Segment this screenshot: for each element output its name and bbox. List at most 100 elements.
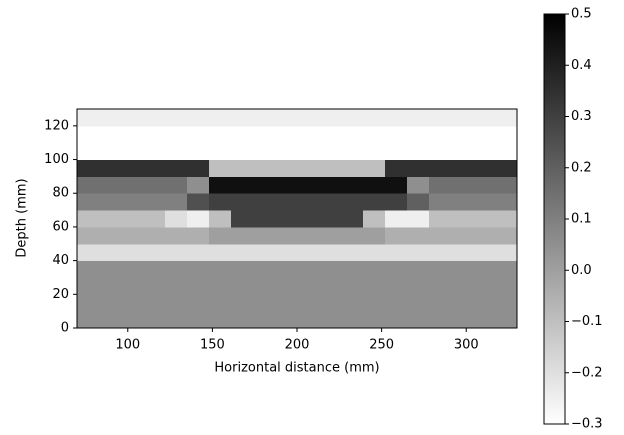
heatmap-cell xyxy=(77,311,100,329)
heatmap-cell xyxy=(77,210,100,228)
heatmap-cell xyxy=(99,159,122,177)
x-tick-label: 100 xyxy=(115,338,140,353)
x-tick-label: 300 xyxy=(454,338,479,353)
heatmap-cell xyxy=(319,142,342,161)
heatmap-cell xyxy=(143,176,166,194)
heatmap-cell xyxy=(451,109,474,127)
heatmap-cell xyxy=(121,243,144,262)
heatmap-cell xyxy=(165,109,188,127)
heatmap-cell xyxy=(385,243,408,262)
heatmap-cell xyxy=(275,142,298,161)
x-tick-label: 150 xyxy=(200,338,225,353)
heatmap-cell xyxy=(165,260,188,278)
colorbar-tick-label: 0.5 xyxy=(571,7,592,22)
colorbar-tick-label: 0.1 xyxy=(571,212,592,227)
heatmap-cell xyxy=(363,311,386,329)
heatmap-cell xyxy=(275,109,298,127)
heatmap-cell xyxy=(341,226,364,245)
heatmap-cell xyxy=(187,159,210,177)
heatmap-cell xyxy=(451,226,474,245)
heatmap-cell xyxy=(319,193,342,211)
heatmap-cell xyxy=(209,226,232,245)
heatmap-cell xyxy=(363,294,386,312)
heatmap-cell xyxy=(473,311,496,329)
heatmap-cell xyxy=(451,243,474,262)
heatmap-cell xyxy=(341,159,364,177)
heatmap-cell xyxy=(495,176,518,194)
heatmap-cell xyxy=(121,210,144,228)
y-tick-label: 80 xyxy=(52,186,69,201)
heatmap-cell xyxy=(165,125,188,144)
heatmap-cell xyxy=(275,243,298,262)
heatmap-cell xyxy=(99,226,122,245)
heatmap-cell xyxy=(451,193,474,211)
heatmap-cell xyxy=(451,294,474,312)
heatmap-cell xyxy=(187,243,210,262)
heatmap-cell xyxy=(319,210,342,228)
heatmap-cell xyxy=(99,125,122,144)
heatmap-cell xyxy=(473,176,496,194)
heatmap-cell xyxy=(187,311,210,329)
colorbar-tick-label: −0.3 xyxy=(571,417,603,432)
heatmap-cell xyxy=(363,109,386,127)
heatmap-cell xyxy=(407,125,430,144)
heatmap-cell xyxy=(319,226,342,245)
heatmap-cell xyxy=(209,159,232,177)
heatmap-cell xyxy=(385,125,408,144)
heatmap-cell xyxy=(363,277,386,295)
heatmap-cell xyxy=(187,294,210,312)
heatmap-cell xyxy=(429,125,452,144)
heatmap-cell xyxy=(253,243,276,262)
heatmap-cell xyxy=(363,176,386,194)
heatmap-cell xyxy=(451,125,474,144)
heatmap-cell xyxy=(121,311,144,329)
heatmap-cell xyxy=(275,210,298,228)
heatmap-cell xyxy=(319,294,342,312)
heatmap-cell xyxy=(407,294,430,312)
heatmap-cell xyxy=(341,243,364,262)
heatmap-cell xyxy=(187,125,210,144)
heatmap-cell xyxy=(385,226,408,245)
heatmap-cell xyxy=(429,176,452,194)
heatmap-cell xyxy=(143,260,166,278)
y-axis-label: Depth (mm) xyxy=(15,178,30,257)
heatmap-cell xyxy=(429,260,452,278)
heatmap-cell xyxy=(165,142,188,161)
heatmap-cell xyxy=(319,311,342,329)
colorbar-tick-label: −0.2 xyxy=(571,365,603,380)
heatmap-cell xyxy=(495,226,518,245)
heatmap-cell xyxy=(231,142,254,161)
heatmap-cell xyxy=(99,142,122,161)
heatmap-cell xyxy=(253,294,276,312)
heatmap-cell xyxy=(165,277,188,295)
heatmap-cell xyxy=(429,193,452,211)
heatmap-cell xyxy=(231,125,254,144)
heatmap-cell xyxy=(429,311,452,329)
heatmap-cell xyxy=(121,260,144,278)
heatmap-cell xyxy=(407,226,430,245)
heatmap-cell xyxy=(297,125,320,144)
heatmap-cell xyxy=(165,159,188,177)
heatmap-cell xyxy=(253,125,276,144)
heatmap-cell xyxy=(275,176,298,194)
heatmap-cell xyxy=(77,243,100,262)
heatmap-cell xyxy=(99,109,122,127)
heatmap-cell xyxy=(385,109,408,127)
heatmap-cell xyxy=(77,226,100,245)
heatmap-cell xyxy=(275,294,298,312)
heatmap-cell xyxy=(165,311,188,329)
heatmap-cell xyxy=(231,260,254,278)
heatmap-cell xyxy=(341,109,364,127)
heatmap-cell xyxy=(253,311,276,329)
heatmap-cell xyxy=(209,210,232,228)
heatmap-cell xyxy=(297,109,320,127)
heatmap-cell xyxy=(253,277,276,295)
heatmap-cell xyxy=(341,176,364,194)
heatmap-cell xyxy=(187,176,210,194)
heatmap-cell xyxy=(341,311,364,329)
heatmap-cell xyxy=(77,193,100,211)
heatmap-cell xyxy=(275,260,298,278)
y-tick-label: 20 xyxy=(52,287,69,302)
x-tick-label: 200 xyxy=(285,338,310,353)
heatmap-cell xyxy=(99,210,122,228)
